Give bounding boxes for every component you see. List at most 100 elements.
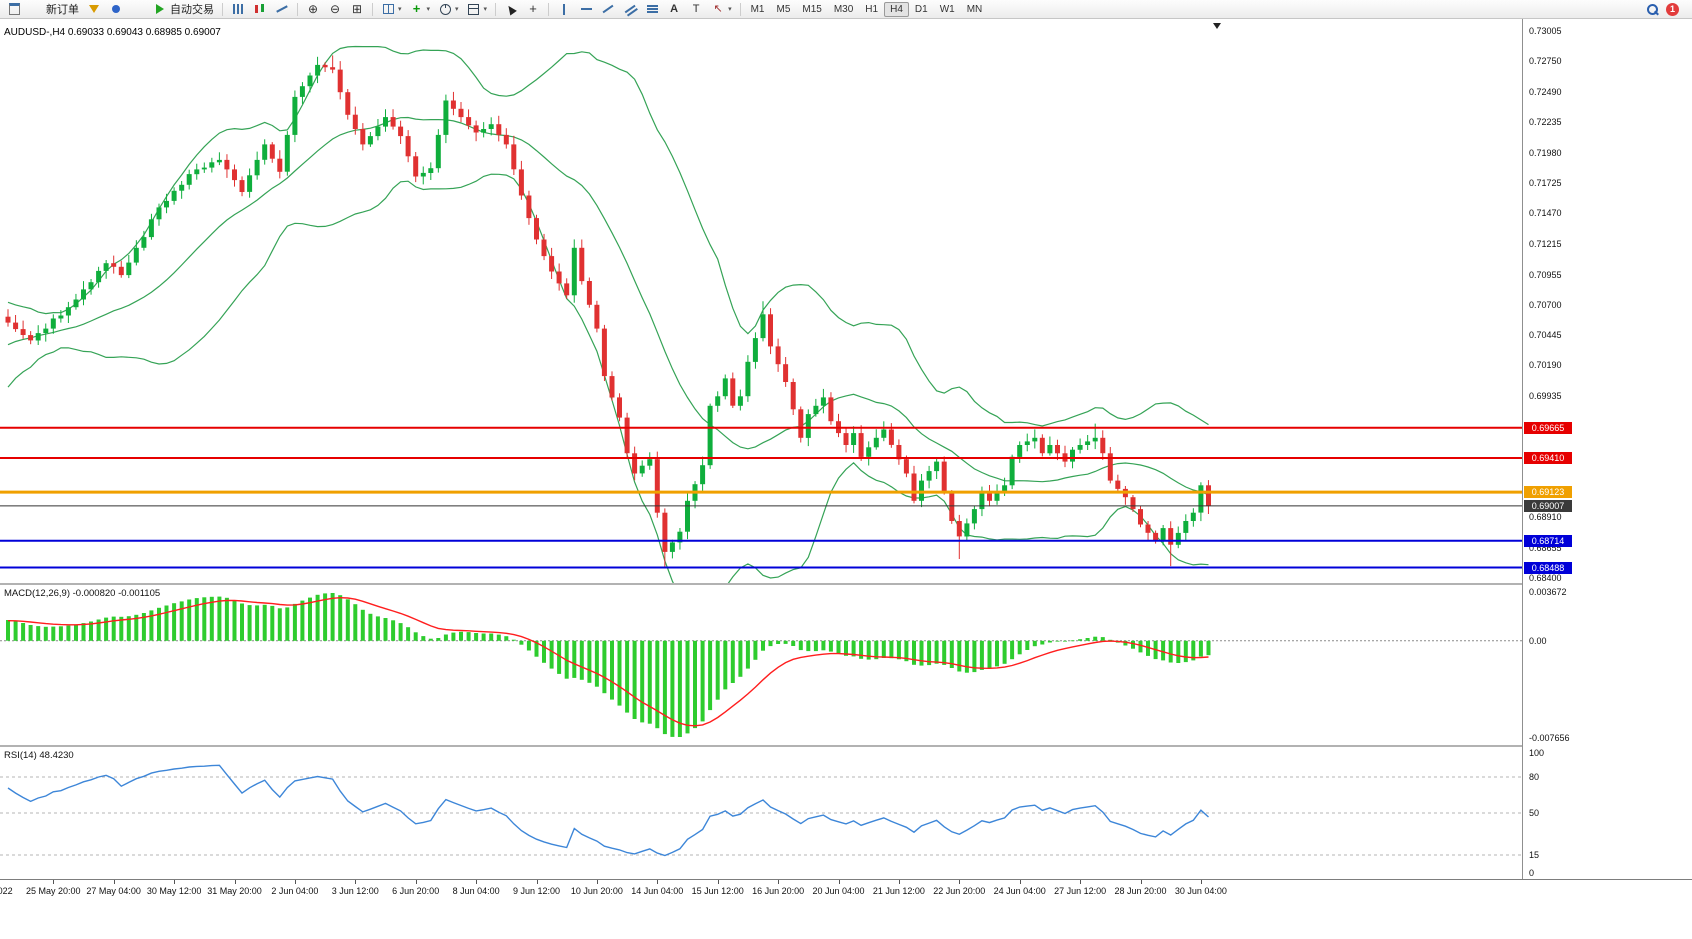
toolbar-groups: 新订单 自动交易 ⊕ ⊖ ⊞ ▾ + ▾ ▾ ▾ + A T ↖ ▾ M1 M5 M15 M30 H1 H4 D1 W1 MN: [3, 0, 988, 18]
timeframe-button-w1[interactable]: W1: [939, 3, 955, 15]
time-tick: [53, 880, 55, 884]
candle: [866, 447, 872, 457]
template-button[interactable]: ▾: [463, 0, 492, 19]
crosshair-button[interactable]: +: [522, 0, 544, 19]
auto-trading-button[interactable]: 自动交易: [149, 0, 218, 19]
timeframe-button-mn[interactable]: MN: [966, 3, 983, 15]
time-tick: [1080, 880, 1082, 884]
candle: [1009, 456, 1015, 486]
candle: [843, 433, 849, 445]
periods-button[interactable]: ▾: [434, 0, 463, 19]
candle: [752, 338, 758, 362]
timeframe-button-h1[interactable]: H1: [865, 3, 879, 15]
candle: [390, 117, 396, 127]
price-line-badge: 0.69410: [1524, 452, 1572, 465]
candle: [201, 167, 207, 170]
arrange-windows-button[interactable]: ▾: [377, 0, 406, 19]
candle: [669, 542, 675, 552]
timeframe-button-m15[interactable]: M15: [802, 3, 822, 15]
candle: [179, 184, 185, 191]
fibonacci-button[interactable]: [641, 0, 663, 19]
time-tick: [717, 880, 719, 884]
candle: [518, 169, 524, 196]
time-label: 2 Jun 04:00: [271, 886, 319, 896]
timeframe-button-m30[interactable]: M30: [833, 3, 854, 15]
add-indicator-button[interactable]: + ▾: [406, 0, 435, 19]
timeframe-button-h4[interactable]: H4: [884, 1, 909, 17]
bar-chart-button[interactable]: [227, 0, 249, 19]
time-label: 30 Jun 04:00: [1174, 886, 1227, 896]
time-axis[interactable]: May 2022 25 May 20:00 27 May 04:00 30 May 1…: [0, 879, 1692, 904]
line-chart-button[interactable]: [271, 0, 293, 19]
time-label: 10 Jun 20:00: [570, 886, 623, 896]
y-axis-label: 0.70700: [1529, 299, 1562, 310]
candle: [737, 396, 743, 406]
horizontal-line-button[interactable]: [575, 0, 597, 19]
shapes-button[interactable]: ↖ ▾: [707, 0, 736, 19]
time-label: 16 Jun 20:00: [752, 886, 805, 896]
chart-window-button[interactable]: [3, 0, 25, 19]
y-axis-label: 0.70445: [1529, 330, 1562, 341]
new-order-button[interactable]: 新订单: [25, 0, 83, 19]
market-watch-button[interactable]: [83, 0, 105, 19]
price-line-badge: 0.68488: [1524, 561, 1572, 574]
candle: [148, 219, 154, 238]
candle: [1017, 445, 1023, 457]
panel-splitter[interactable]: [0, 583, 1692, 585]
candle: [262, 144, 268, 160]
candle: [1085, 441, 1091, 445]
refresh-button[interactable]: [127, 0, 149, 19]
time-label: 25 May 20:00: [26, 886, 81, 896]
candle: [503, 134, 509, 145]
time-label: 21 Jun 12:00: [872, 886, 925, 896]
panel-splitter[interactable]: [0, 745, 1692, 747]
data-window-button[interactable]: [105, 0, 127, 19]
rsi-axis-label: 80: [1529, 772, 1540, 782]
time-tick: [657, 880, 659, 884]
time-tick: [113, 880, 115, 884]
candle: [813, 405, 819, 415]
vertical-line-button[interactable]: [553, 0, 575, 19]
candle: [662, 512, 668, 552]
play-icon: [153, 2, 167, 16]
toolbar-separator: [372, 2, 373, 16]
notification-badge[interactable]: 1: [1666, 2, 1679, 16]
timeframe-button-d1[interactable]: D1: [914, 3, 928, 15]
candle: [609, 376, 615, 398]
candle: [1183, 521, 1189, 533]
new-order-button-label: 新订单: [46, 4, 79, 16]
candle: [1145, 524, 1151, 533]
candle: [768, 314, 773, 347]
search-icon[interactable]: [1645, 2, 1659, 16]
macd-canvas[interactable]: [0, 585, 1522, 745]
candle: [979, 492, 985, 510]
tile-windows-button[interactable]: ⊞: [346, 0, 368, 19]
timeframe-button-m5[interactable]: M5: [776, 3, 791, 15]
zoom-in-button[interactable]: ⊕: [302, 0, 324, 19]
candle: [903, 459, 909, 474]
candle: [798, 409, 804, 438]
zoom-out-button[interactable]: ⊖: [324, 0, 346, 19]
price-line-badge: 0.69123: [1524, 486, 1572, 499]
candle: [1070, 449, 1075, 462]
candlestick-chart-button[interactable]: [249, 0, 271, 19]
text-button[interactable]: A: [663, 0, 685, 19]
price-chart-canvas[interactable]: [0, 19, 1522, 583]
time-label: 3 Jun 12:00: [331, 886, 379, 896]
candle: [685, 500, 690, 532]
candle: [307, 75, 313, 87]
candle: [617, 397, 622, 418]
rsi-canvas[interactable]: [0, 747, 1522, 879]
price-axis[interactable]: 0.73005 0.72750 0.72490 0.72235 0.71980 0.717…: [1522, 19, 1692, 879]
candle: [971, 509, 977, 524]
candle: [1002, 485, 1008, 493]
cursor-button[interactable]: [500, 0, 522, 19]
time-label: 27 Jun 12:00: [1054, 886, 1107, 896]
trendline-button[interactable]: [597, 0, 619, 19]
label-button[interactable]: T: [685, 0, 707, 19]
y-axis-label: 0.70955: [1529, 269, 1562, 280]
timeframe-button-m1[interactable]: M1: [750, 3, 765, 15]
channel-button[interactable]: [619, 0, 641, 19]
time-label: 27 May 04:00: [86, 886, 141, 896]
candle: [1047, 445, 1053, 454]
